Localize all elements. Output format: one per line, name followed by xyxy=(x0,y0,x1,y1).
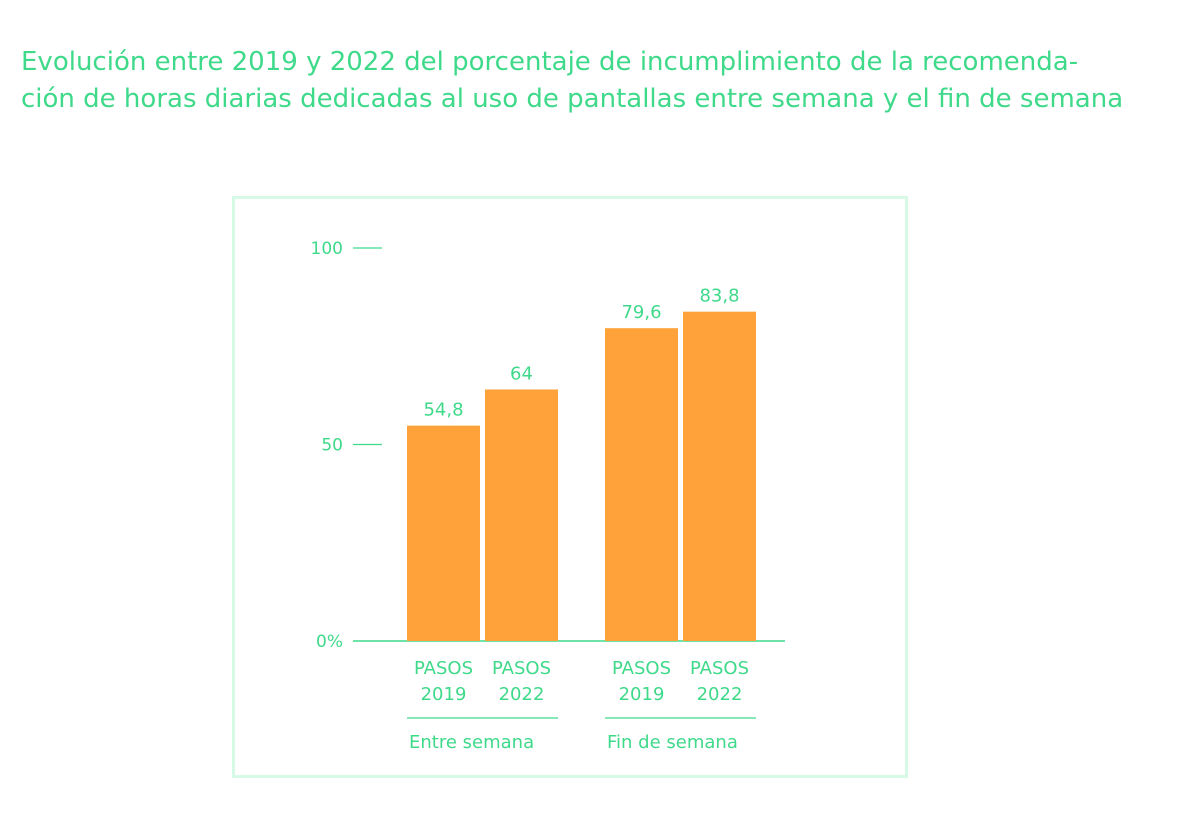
category-label: 2019 xyxy=(619,684,665,705)
bar xyxy=(407,425,480,641)
bar-value-label: 64 xyxy=(510,363,533,384)
chart-title-line-1: Evolución entre 2019 y 2022 del porcenta… xyxy=(21,47,1079,77)
y-tick-label: 0% xyxy=(316,632,343,652)
category-label: 2022 xyxy=(697,684,743,705)
y-tick-label: 50 xyxy=(321,436,343,456)
chart-title-line-2: ción de horas diarias dedicadas al uso d… xyxy=(21,84,1124,114)
bar xyxy=(683,311,756,641)
chart-frame xyxy=(232,196,908,778)
category-label: PASOS xyxy=(414,658,473,679)
bar xyxy=(485,389,558,641)
category-label: 2019 xyxy=(421,684,467,705)
bar-value-label: 54,8 xyxy=(423,400,463,421)
category-label: 2022 xyxy=(499,684,545,705)
group-label: Entre semana xyxy=(409,732,534,753)
bar-value-label: 79,6 xyxy=(621,302,661,323)
y-tick-label: 100 xyxy=(311,239,343,259)
chart-title: Evolución entre 2019 y 2022 del porcenta… xyxy=(21,44,1171,118)
category-label: PASOS xyxy=(690,658,749,679)
bar-value-label: 83,8 xyxy=(699,286,739,307)
category-label: PASOS xyxy=(612,658,671,679)
category-label: PASOS xyxy=(492,658,551,679)
bar xyxy=(605,328,678,641)
group-label: Fin de semana xyxy=(607,732,738,753)
